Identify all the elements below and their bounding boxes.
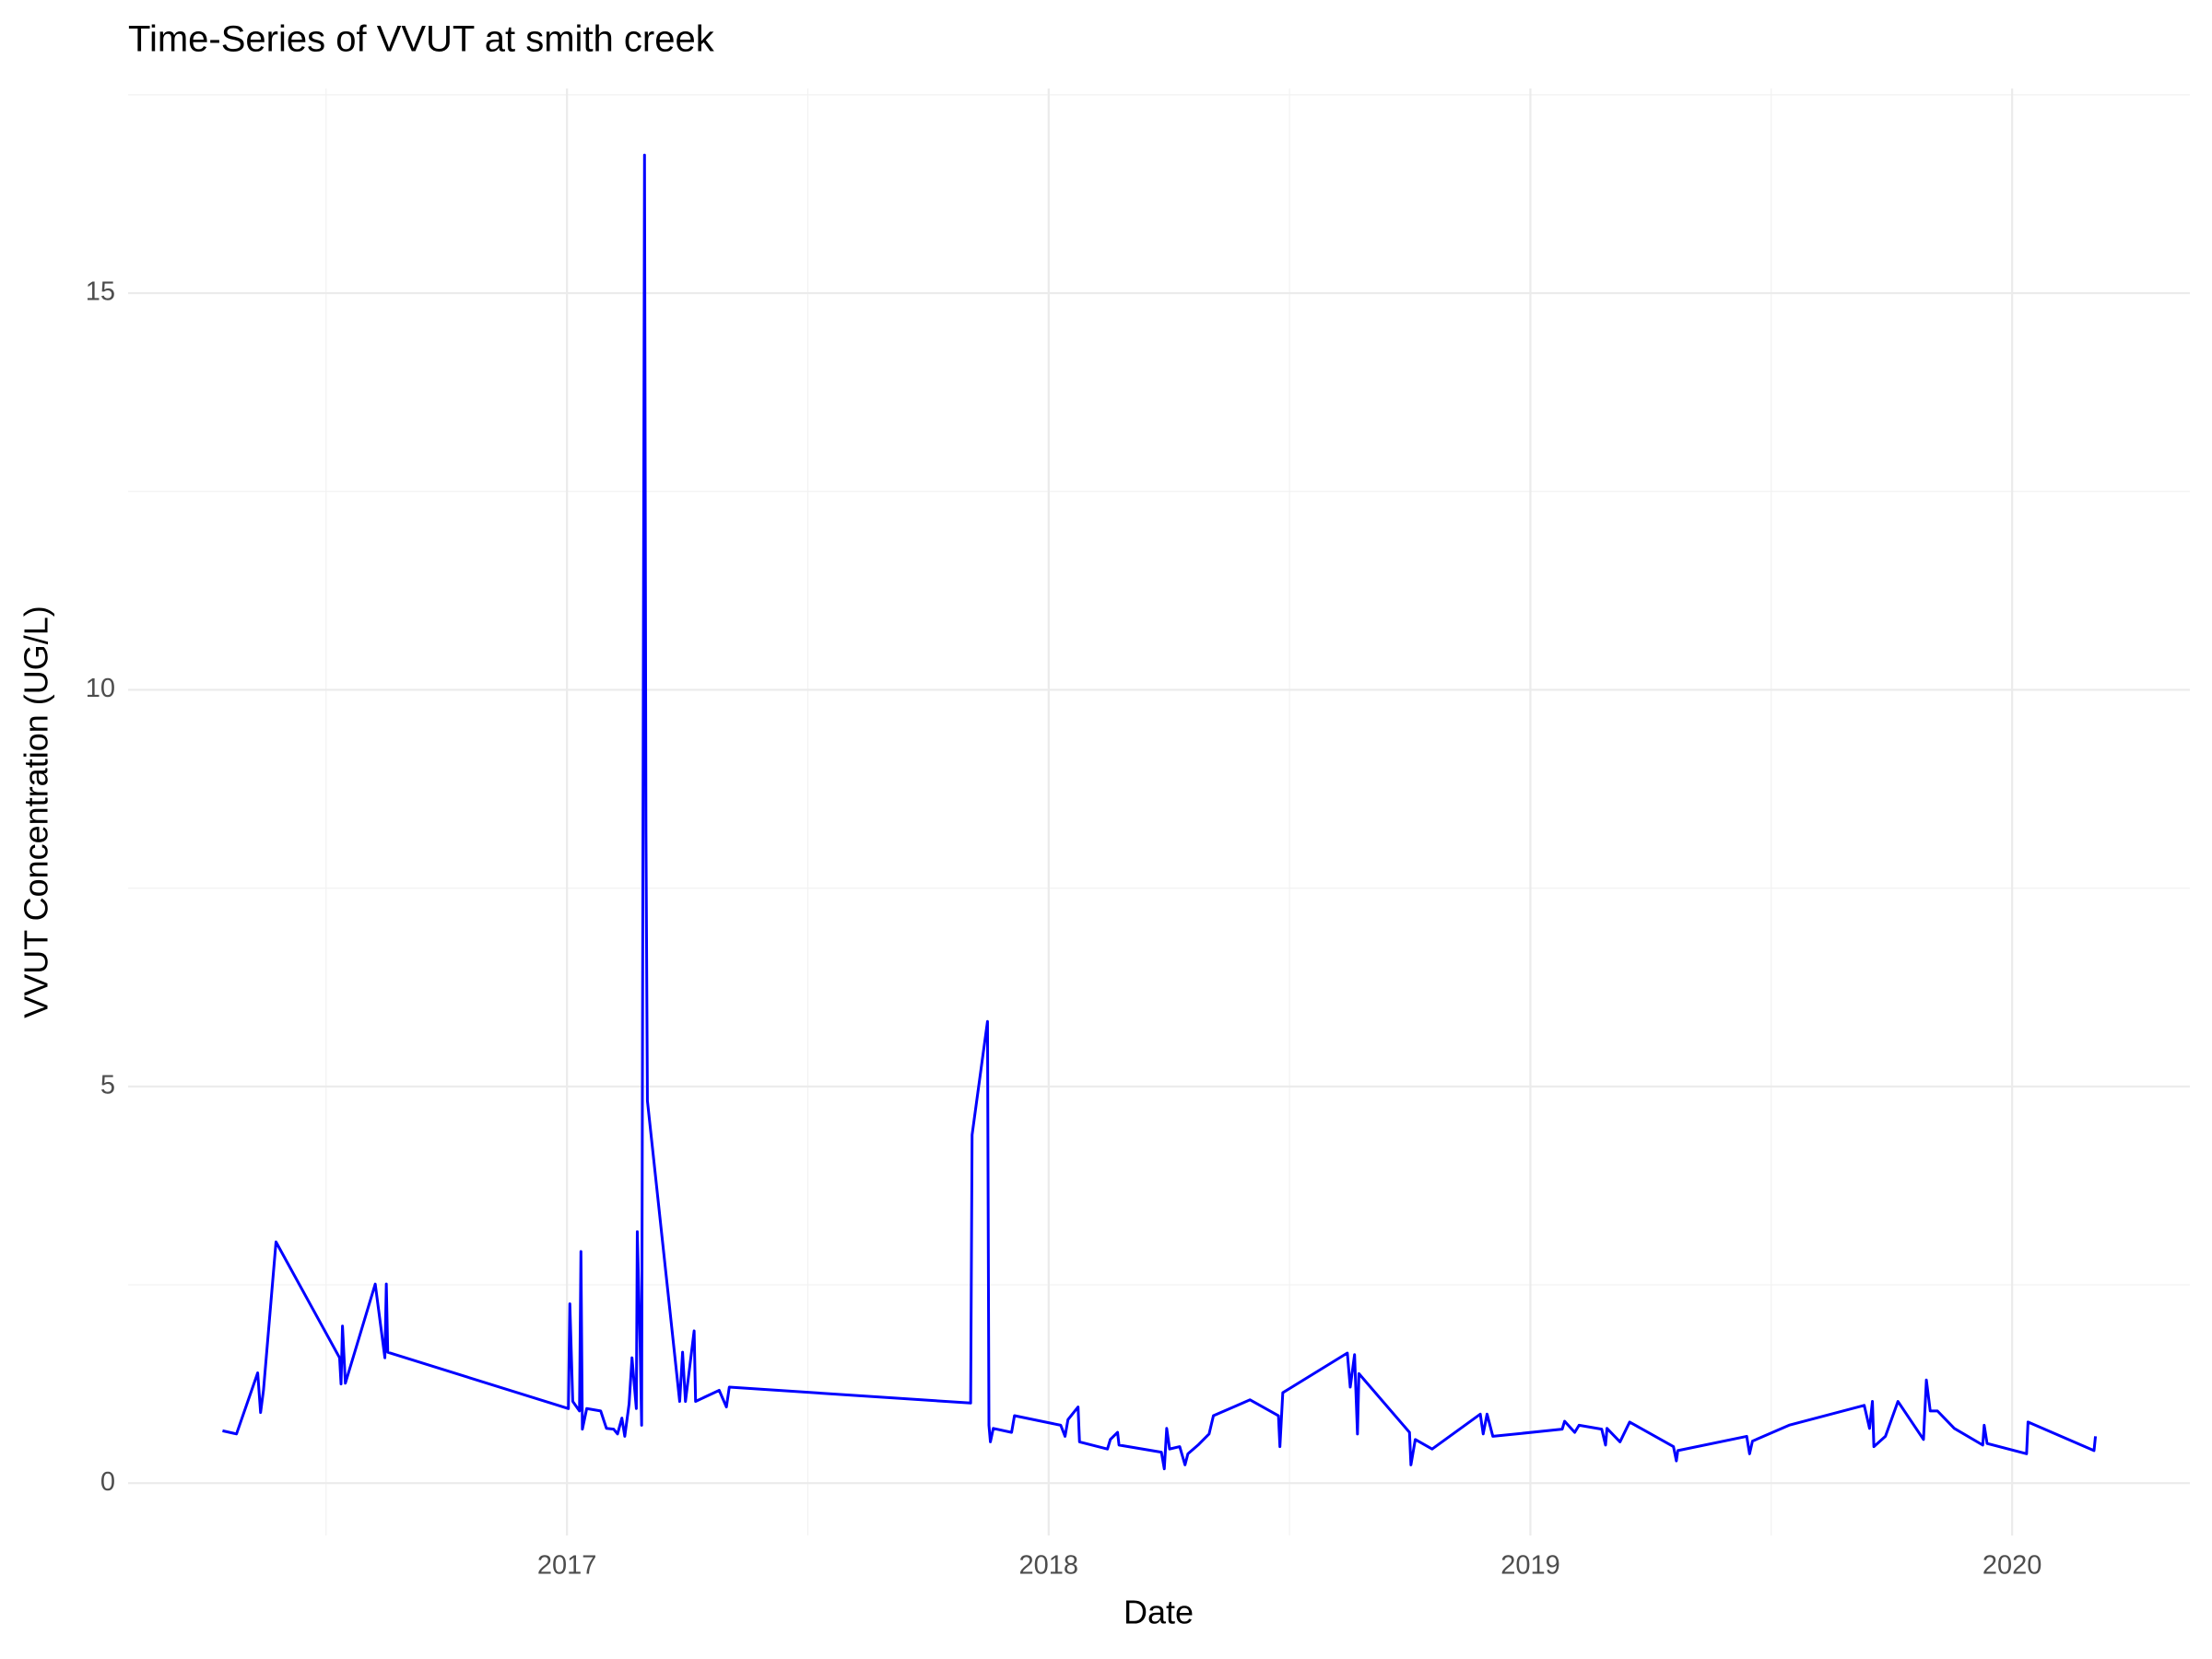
grid: 0 5 10 15 2017 2018 2019 2020 bbox=[86, 88, 2190, 1581]
data-line bbox=[222, 153, 2098, 1471]
y-tick-label: 5 bbox=[100, 1070, 115, 1100]
plot-area bbox=[222, 153, 2098, 1471]
y-tick-label: 0 bbox=[100, 1467, 115, 1497]
x-tick-label: 2020 bbox=[1983, 1551, 2042, 1581]
chart-title: Time-Series of VVUT at smith creek bbox=[128, 19, 715, 60]
y-tick-label: 10 bbox=[86, 674, 115, 703]
x-tick-label: 2017 bbox=[537, 1551, 597, 1581]
y-axis-label: VVUT Concentration (UG/L) bbox=[18, 606, 55, 1018]
x-axis-label: Date bbox=[1124, 1594, 1194, 1631]
y-tick-label: 15 bbox=[86, 277, 115, 307]
x-tick-label: 2018 bbox=[1019, 1551, 1079, 1581]
x-tick-label: 2019 bbox=[1500, 1551, 1560, 1581]
